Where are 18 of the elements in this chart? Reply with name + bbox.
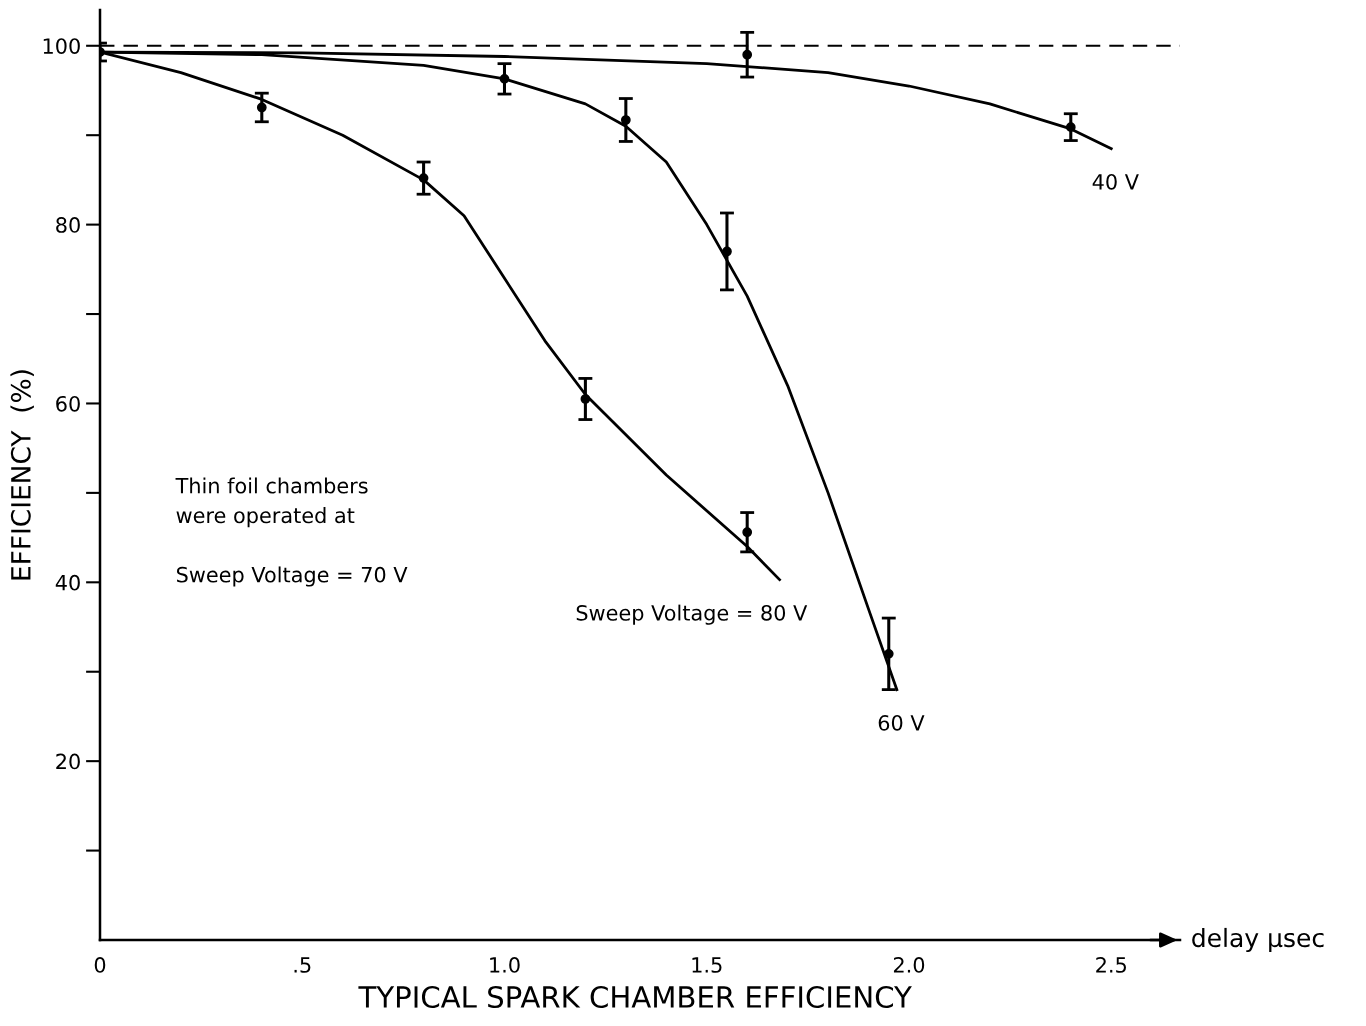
y-tick-label: 80 [56,217,80,233]
series-label: 60 V [878,714,925,731]
x-tick-label: 2.5 [1096,957,1126,973]
series-label: Sweep Voltage = 80 V [576,604,808,625]
text: Thin foil chambers were operated at Sweep Voltage = 70 V [175,477,408,587]
y-axis-title: EFFICIENCY (%) [10,370,34,580]
x-tick-label: 2.0 [893,957,925,973]
y-tick-label: 40 [55,574,80,591]
x-axis-title: delay μsec [1192,927,1324,953]
x-tick-label: 1.5 [692,957,722,973]
x-tick-label: 1.0 [490,957,520,973]
y-tick-label: 100 [43,38,80,54]
y-tick-label: 60 [56,395,80,412]
x-tick-label: 0 [94,957,106,973]
series-label: 40 V [1092,173,1139,190]
x-tick-label: .5 [294,957,311,973]
y-tick-label: 20 [56,753,80,770]
text: TYPICAL SPARK CHAMBER EFFICIENCY [358,985,912,1009]
